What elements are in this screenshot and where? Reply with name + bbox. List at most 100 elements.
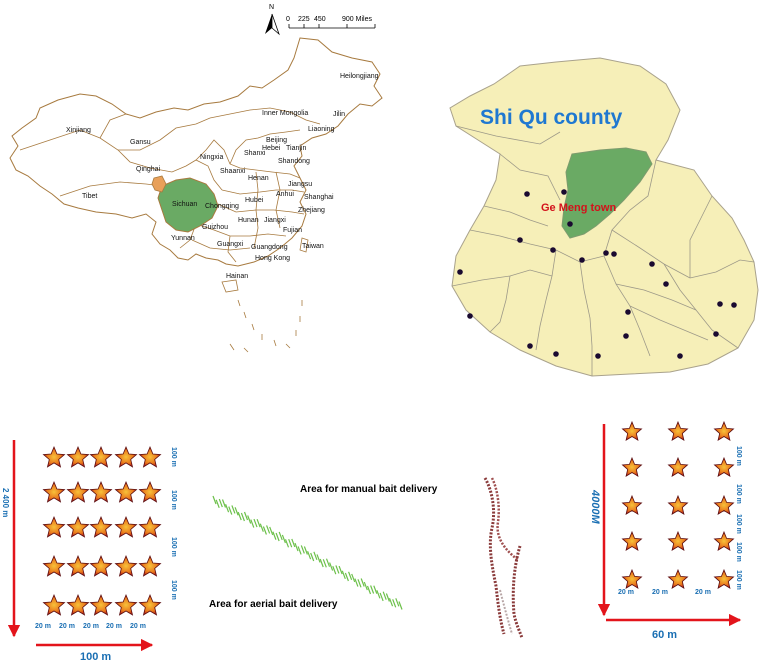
aerial-drop-mark xyxy=(243,511,249,521)
aerial-drop-mark xyxy=(325,558,331,567)
bait-star-icon xyxy=(114,445,138,468)
aerial-drop-mark xyxy=(379,592,384,602)
sample-point xyxy=(623,333,629,339)
province-label-henan: Henan xyxy=(248,175,269,182)
aerial-drop-mark xyxy=(234,507,239,516)
province-label-heilongjiang: Heilongjiang xyxy=(340,73,379,80)
shiqu-location xyxy=(151,175,167,193)
province-label-beijing: Beijing xyxy=(266,137,287,144)
north-arrow-icon: N xyxy=(265,4,280,36)
province-label-jiangsu: Jiangsu xyxy=(288,181,312,188)
aerial-drop-mark xyxy=(284,539,290,548)
province-borders xyxy=(19,107,321,263)
aerial-drop-mark xyxy=(297,546,302,555)
sample-point xyxy=(717,301,723,307)
aerial-drop-mark xyxy=(250,519,255,528)
aerial-drop-mark xyxy=(313,551,318,561)
aerial-drop-mark xyxy=(392,599,397,608)
taiwan-island xyxy=(299,237,309,253)
sample-point xyxy=(517,237,523,243)
manual-width-label: 60 m xyxy=(652,629,677,641)
sample-point xyxy=(713,331,719,337)
scale-label-225: 225 xyxy=(298,16,310,23)
aerial-drop-mark xyxy=(307,550,312,560)
shiqu-county-map: Shi Qu county Ge Meng town xyxy=(449,57,759,377)
sample-point xyxy=(677,353,683,359)
aerial-drop-mark xyxy=(225,503,230,513)
aerial-drop-mark xyxy=(370,585,375,594)
bait-star-icon xyxy=(114,593,138,616)
bait-star-icon xyxy=(138,480,162,503)
aerial-drop-mark xyxy=(357,579,362,588)
province-label-chongqing: Chongqing xyxy=(205,203,239,210)
aerial-drop-mark xyxy=(240,512,245,522)
bait-star-icon xyxy=(621,530,643,551)
manual-star-grid xyxy=(621,420,735,589)
province-label-gansu: Gansu xyxy=(130,139,151,146)
aerial-drop-mark xyxy=(373,585,378,594)
aerial-row-spacing-3: 100 m xyxy=(170,537,177,557)
manual-col-spacing-2: 20 m xyxy=(652,589,668,596)
aerial-area-label: Area for aerial bait delivery xyxy=(209,599,338,610)
province-label-tianjin: Tianjin xyxy=(286,145,306,152)
aerial-drop-mark xyxy=(218,498,223,508)
aerial-drop-mark xyxy=(275,532,280,542)
aerial-width-label: 100 m xyxy=(80,651,111,663)
province-label-hebei: Hebei xyxy=(262,145,281,152)
aerial-col-spacing-3: 20 m xyxy=(83,623,99,630)
aerial-row-spacing-2: 100 m xyxy=(170,490,177,510)
sample-point xyxy=(579,257,585,263)
province-label-shaanxi: Shaanxi xyxy=(220,168,246,175)
aerial-drop-mark xyxy=(385,593,390,602)
aerial-drop-mark xyxy=(231,505,236,514)
aerial-row-spacing-4: 100 m xyxy=(170,580,177,600)
aerial-row-spacing-1: 100 m xyxy=(170,447,177,467)
aerial-col-spacing-5: 20 m xyxy=(130,623,146,630)
bait-star-icon xyxy=(667,494,689,515)
province-label-guizhou: Guizhou xyxy=(202,224,228,231)
manual-delivery-track: Area for manual bait delivery xyxy=(300,477,524,639)
aerial-drop-mark xyxy=(262,526,267,535)
aerial-drop-mark xyxy=(382,591,387,600)
sample-point xyxy=(457,269,463,275)
bait-star-icon xyxy=(713,420,735,441)
aerial-star-grid xyxy=(42,445,162,616)
aerial-drop-mark xyxy=(256,518,261,528)
province-label-inner-mongolia: Inner Mongolia xyxy=(262,110,308,117)
province-label-hainan: Hainan xyxy=(226,273,248,280)
aerial-drop-mark xyxy=(388,597,394,607)
manual-row-spacing-5: 100 m xyxy=(735,570,742,590)
sample-point xyxy=(524,191,530,197)
aerial-drop-mark xyxy=(341,570,346,580)
province-label-tibet: Tibet xyxy=(82,193,97,200)
province-label-hunan: Hunan xyxy=(238,217,259,224)
manual-row-spacing-4: 100 m xyxy=(735,542,742,562)
province-label-qinghai: Qinghai xyxy=(136,166,161,173)
township-borders xyxy=(451,125,755,376)
manual-height-label: 4000M xyxy=(589,489,601,524)
bait-star-icon xyxy=(89,554,113,577)
bait-star-icon xyxy=(66,554,90,577)
bait-star-icon xyxy=(138,445,162,468)
aerial-drop-mark xyxy=(344,572,349,582)
bait-star-icon xyxy=(42,554,66,577)
bait-star-icon xyxy=(667,568,689,589)
aerial-drop-mark xyxy=(212,495,217,505)
aerial-drop-mark xyxy=(360,578,365,587)
aerial-height-label: 2 400 m xyxy=(1,488,10,517)
aerial-drop-mark xyxy=(288,538,293,548)
aerial-drop-mark xyxy=(395,598,400,607)
province-label-jilin: Jilin xyxy=(333,111,345,118)
scale-label-450: 450 xyxy=(314,16,326,23)
aerial-drop-mark xyxy=(332,565,337,575)
sichuan-province xyxy=(157,177,219,233)
province-label-sichuan: Sichuan xyxy=(172,201,197,208)
manual-col-spacing-1: 20 m xyxy=(618,589,634,596)
aerial-drop-mark xyxy=(363,581,368,591)
aerial-drop-mark xyxy=(269,526,274,536)
manual-row-spacing-2: 100 m xyxy=(735,484,742,504)
manual-row-spacing-3: 100 m xyxy=(735,514,742,534)
aerial-drop-mark xyxy=(221,499,227,508)
province-label-anhui: Anhui xyxy=(276,191,294,198)
